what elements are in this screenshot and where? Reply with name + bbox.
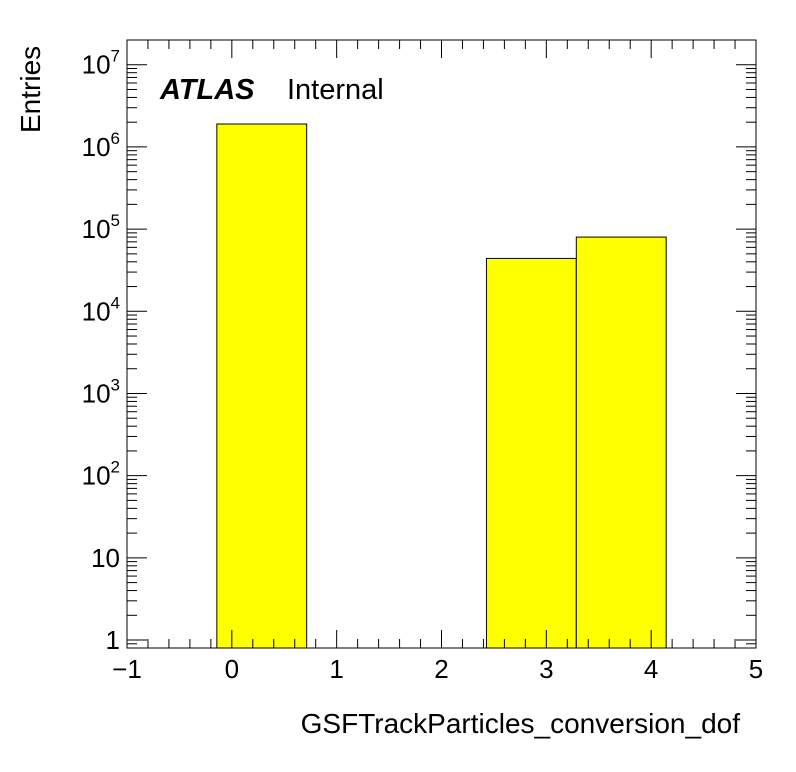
x-tick-label: 4 — [644, 654, 658, 684]
x-tick-label: 3 — [539, 654, 553, 684]
y-tick-label: 107 — [82, 47, 120, 80]
y-ticks-layer — [127, 39, 756, 649]
histogram-bar — [575, 236, 667, 649]
x-ticks-layer — [126, 40, 757, 648]
y-tick-label: 1 — [106, 625, 120, 655]
y-tick-label: 106 — [82, 129, 120, 162]
y-tick-label: 105 — [82, 211, 120, 244]
y-tick-labels: 1 10 102 103 104 105 106 107 — [82, 47, 120, 655]
x-tick-label: 1 — [329, 654, 343, 684]
x-tick-labels: −1 0 1 2 3 4 5 — [112, 654, 763, 684]
plot-frame — [126, 39, 757, 649]
x-tick-label: −1 — [112, 654, 142, 684]
y-tick-label: 10 — [91, 543, 120, 573]
y-tick-label: 102 — [82, 458, 120, 491]
histogram-bar — [485, 257, 577, 649]
y-tick-label: 104 — [82, 293, 120, 326]
x-tick-label: 2 — [434, 654, 448, 684]
bars-layer — [216, 123, 667, 649]
x-axis-title: GSFTrackParticles_conversion_dof — [301, 708, 741, 739]
x-tick-label: 5 — [749, 654, 763, 684]
y-axis-title: Entries — [15, 46, 46, 133]
histogram-bar — [216, 123, 308, 649]
x-tick-label: 0 — [225, 654, 239, 684]
atlas-label: ATLAS — [159, 74, 255, 106]
y-tick-label: 103 — [82, 375, 120, 408]
internal-label: Internal — [287, 74, 384, 106]
